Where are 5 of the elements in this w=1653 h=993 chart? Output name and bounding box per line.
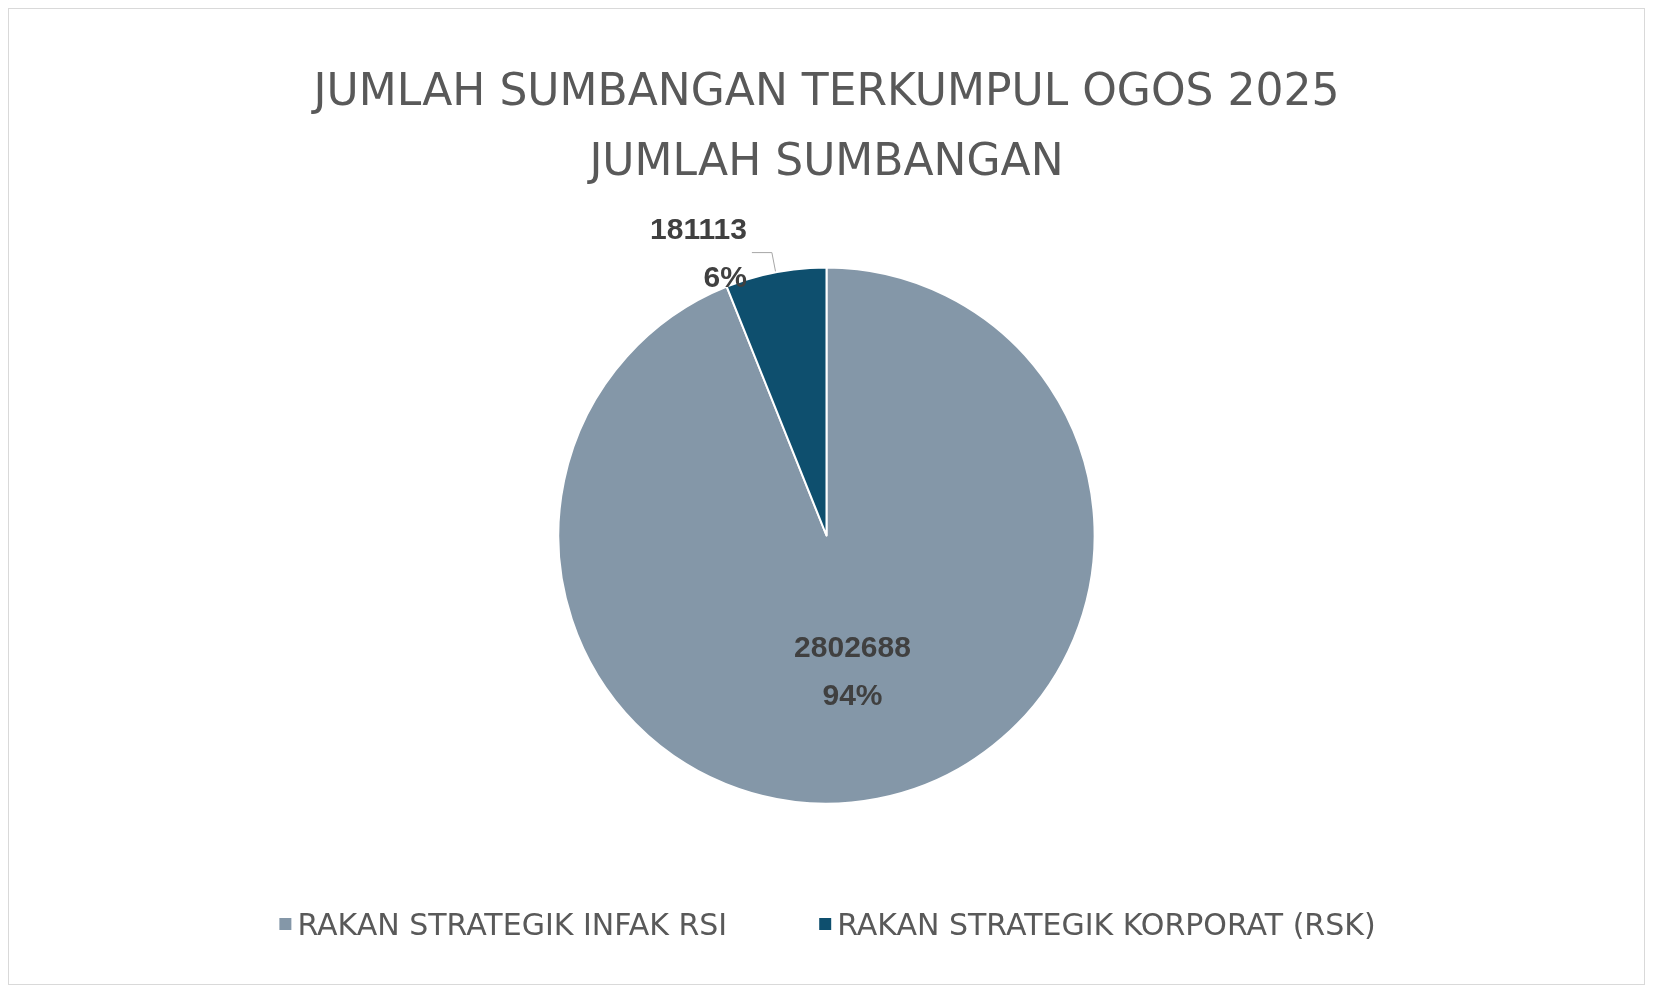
legend-label: RAKAN STRATEGIK KORPORAT (RSK) (837, 906, 1376, 942)
chart-title: JUMLAH SUMBANGAN TERKUMPUL OGOS 2025 JUMLAH SUMBANGAN (310, 63, 1340, 185)
data-label: 2802688 94% (794, 629, 911, 711)
data-label: 181113 6% (650, 212, 747, 294)
legend-label: RAKAN STRATEGIK INFAK RSI (297, 906, 728, 942)
